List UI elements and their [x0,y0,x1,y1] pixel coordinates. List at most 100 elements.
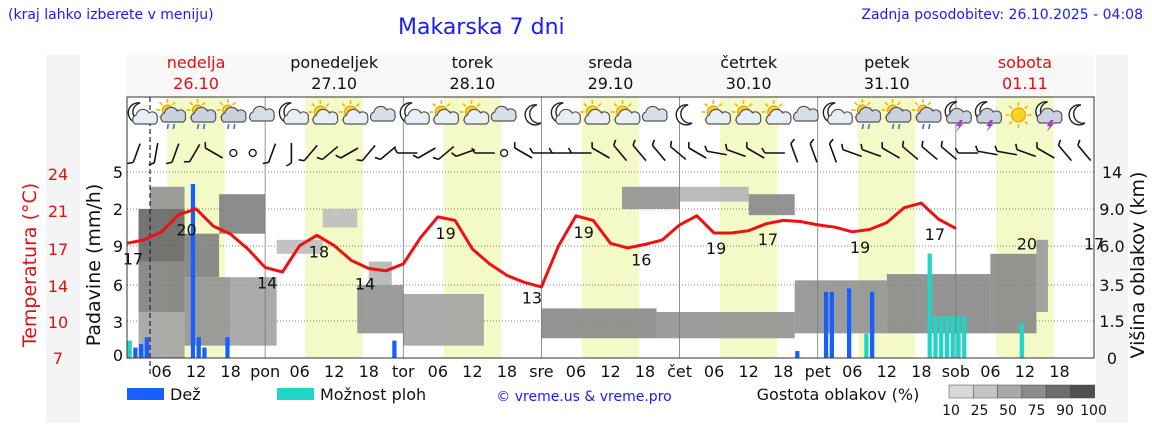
hour-tick-label: 06 [289,362,309,381]
cloud-shape [369,105,396,122]
cloud-cell [150,186,185,209]
wind-barb [940,140,958,161]
wind-barb [513,142,533,159]
wind-barb [567,147,592,154]
wind-barb [471,147,495,154]
cloud-cell [1036,239,1048,312]
rain-bar [823,291,829,358]
sun-ray [734,102,739,107]
sun-icon [1005,102,1032,128]
sun-ray [325,102,330,107]
wind-feather [921,140,924,147]
wind-feather [356,158,363,162]
day-date: 26.10 [173,74,219,93]
cloud-shape [160,106,187,123]
day-abbr-label: sre [529,362,553,381]
wind-shaft [171,143,180,163]
last-updated: Zadnja posodobitev: 26.10.2025 - 04:08 [861,7,1143,23]
wind-barb [298,144,318,162]
shower-bar [956,316,961,358]
wind-shaft [902,145,919,161]
sun-ray [476,102,481,107]
rain-drop [232,123,236,130]
wind-barb [316,145,339,161]
cloud-icon [249,105,275,122]
wind-barb [687,142,707,159]
cloud-icon [792,105,819,122]
cloud-cell [541,308,657,339]
wind-shaft [688,147,707,159]
wind-feather [669,140,673,147]
cloud-rain-icon [186,99,217,130]
hour-tick-label: 18 [220,362,240,381]
thunder-icon [974,101,1003,132]
sun-cloud-icon [701,100,732,125]
wind-feather [513,142,516,149]
precipitation-tick: 0 [113,346,123,365]
wind-feather [127,161,134,165]
cloud-shape [584,108,611,125]
shower-legend-label: Možnost ploh [320,385,426,404]
page-title: Makarska 7 dni [398,15,565,40]
sun-ray [896,101,901,106]
wind-shaft [726,148,746,158]
shower-bar [950,316,955,358]
hour-tick-label: 18 [497,362,517,381]
sun-ray [341,102,346,107]
wind-feather [901,140,905,147]
hour-tick-label: 18 [773,362,793,381]
cloud-shape [555,108,582,125]
sun-cloud-icon [308,100,339,125]
rain-bar [870,291,875,358]
wind-feather [704,145,708,152]
day-abbr-label: tor [392,362,415,381]
cloud-shape [827,108,854,125]
temperature-line [126,201,957,289]
wind-barb [548,147,573,154]
cloud-density-level: 25 [971,403,989,419]
moon-shape [675,104,693,126]
cloud-shape [463,108,490,125]
hour-tick-label: 12 [324,362,344,381]
wind-feather [881,142,884,149]
cloud-shape [976,107,1003,124]
wind-feather [724,143,728,150]
wind-shaft [632,144,647,162]
wind-barb [994,145,1017,156]
sun-ray [1008,120,1013,125]
rain-bar [829,291,834,358]
wind-feather [1057,139,1062,146]
temperature-label: 19 [850,238,870,257]
wind-barb [704,145,727,156]
wind-shaft [613,144,628,162]
wind-shaft [417,147,436,159]
wind-feather [651,139,656,146]
sun-ray [597,102,602,107]
wind-shaft [437,145,455,161]
wind-feather [790,138,796,145]
wind-feather [183,160,190,163]
moon-icon [1068,104,1086,126]
day-name: četrtek [720,53,778,72]
wind-barb [285,143,293,167]
cloud-density-level: 100 [1080,403,1107,419]
wind-barb [745,142,765,159]
cloud-density-level: 10 [942,403,960,419]
location-menu-note[interactable]: (kraj lahko izberete v meniju) [8,7,214,23]
wind-shaft [321,145,339,161]
sun-ray [884,101,889,106]
cloud-shape [614,108,641,125]
moon-cloud-icon [127,102,159,125]
sun-ray [914,101,919,106]
right-axis-panel [1096,55,1128,423]
temperature-label: 18 [309,242,329,261]
sun-ray [778,102,783,107]
sun-ray [232,101,237,106]
wind-shaft [1016,148,1036,158]
wind-feather [166,161,173,165]
day-date: 31.10 [864,74,910,93]
rain-drop [861,123,865,130]
wind-barb [499,148,509,158]
wind-feather [1015,143,1018,150]
